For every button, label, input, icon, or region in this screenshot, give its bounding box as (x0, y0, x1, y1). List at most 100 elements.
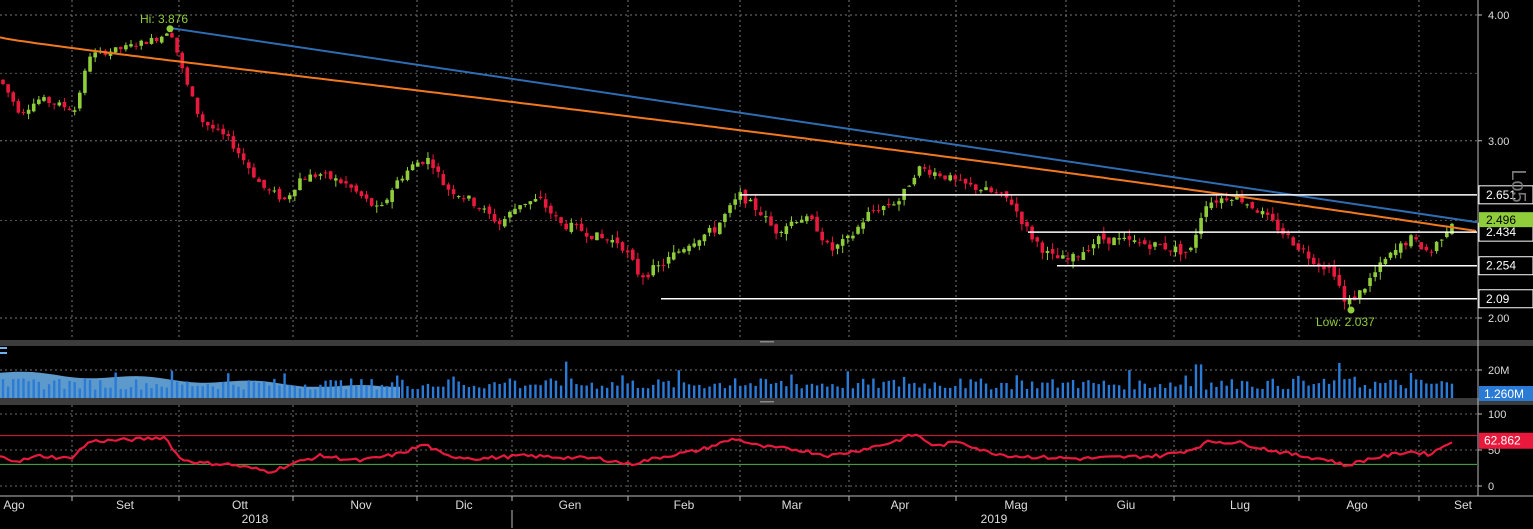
volume-bar (616, 385, 619, 398)
volume-bar (278, 385, 281, 398)
candle-body (881, 206, 886, 211)
candle-body (1301, 248, 1306, 250)
candle-body (702, 234, 707, 242)
candle-body (1189, 247, 1193, 251)
rsi-line (0, 433, 1453, 474)
volume-bar (32, 379, 35, 398)
candle-body (820, 231, 824, 241)
candle-body (175, 37, 179, 53)
volume-bar (503, 382, 506, 398)
volume-bar (145, 383, 148, 398)
volume-bar (1174, 386, 1177, 398)
candle-body (334, 178, 338, 181)
candle-body (948, 175, 952, 181)
volume-bar (682, 382, 686, 398)
candle-body (21, 111, 26, 113)
volume-bar (1051, 379, 1054, 398)
panel-divider-price[interactable] (0, 340, 1533, 346)
volume-bar (109, 387, 112, 398)
candle-body (170, 33, 174, 38)
candle-body (395, 180, 400, 189)
volume-bar (913, 382, 916, 398)
candle-body (221, 128, 225, 135)
volume-bar (309, 389, 312, 398)
volume-bar (355, 385, 358, 398)
volume-bar (662, 381, 665, 398)
candle-body (293, 189, 297, 197)
candle-body (1414, 237, 1418, 240)
candle-body (846, 235, 850, 239)
support-level-tag (1478, 185, 1533, 205)
volume-bar (53, 380, 56, 398)
volume-bar (1133, 389, 1136, 398)
candle-body (467, 195, 471, 199)
volume-bar (1158, 384, 1162, 398)
volume-legend-mark (0, 352, 7, 354)
candle-body (984, 187, 988, 191)
candle-body (477, 208, 481, 210)
price-panel (0, 25, 1478, 314)
volume-bar (652, 384, 655, 398)
volume-bar (1169, 382, 1172, 398)
candle-body (487, 206, 492, 214)
volume-bar (821, 383, 824, 398)
volume-bar (1005, 383, 1008, 398)
candle-body (1445, 231, 1449, 238)
volume-bar (687, 384, 691, 398)
volume-bar (457, 381, 460, 398)
volume-bar (805, 384, 809, 398)
candle-body (1434, 241, 1439, 252)
volume-bar (88, 380, 92, 398)
volume-tick-label: 20M (1488, 365, 1509, 377)
candle-body (979, 190, 983, 192)
candle-body (1388, 252, 1393, 258)
volume-current-tag (1479, 386, 1533, 401)
volume-bar (411, 388, 414, 398)
labels: Hi: 3.876 Low: 2.037 Lo5 2018 2019 (140, 12, 1529, 526)
volume-bar (539, 385, 542, 398)
volume-bar (841, 387, 844, 398)
volume-bar (1041, 382, 1044, 398)
volume-bar (1394, 379, 1397, 398)
volume-bar (1036, 388, 1039, 398)
rsi-current-label: 62.862 (1484, 434, 1521, 448)
candle-body (528, 201, 533, 205)
volume-bar (636, 388, 640, 398)
volume-bar (442, 386, 445, 398)
candle-body (241, 153, 246, 161)
volume-bar (872, 378, 875, 398)
volume-bar (268, 385, 271, 398)
candle-body (554, 215, 558, 217)
candle-body (252, 167, 256, 178)
volume-bar (892, 379, 896, 398)
volume-bar (943, 387, 947, 398)
candle-body (892, 204, 896, 206)
volume-bar (698, 384, 701, 398)
candle-body (6, 84, 10, 93)
volume-bar (1194, 364, 1198, 398)
volume-bar (1292, 378, 1295, 398)
volume-bar (605, 387, 609, 398)
candle-body (1086, 249, 1091, 252)
candle-body (344, 181, 348, 184)
volume-bar (83, 378, 87, 398)
candle-body (630, 249, 635, 260)
candle-body (159, 36, 164, 43)
divider-handle-2[interactable] (760, 401, 774, 403)
x-tick-label: Set (1454, 498, 1473, 512)
volume-bar (1281, 389, 1285, 398)
volume-bar (836, 386, 839, 398)
volume-bar (703, 388, 706, 398)
candle-body (1, 79, 5, 85)
candle-body (1122, 237, 1127, 239)
candle-body (185, 67, 190, 85)
volume-bar (360, 379, 363, 398)
candle-body (1240, 195, 1244, 203)
candle-body (426, 157, 430, 165)
candle-body (543, 199, 548, 208)
divider-handle-1[interactable] (760, 341, 774, 343)
volume-bar (693, 385, 696, 398)
candle-body (1199, 218, 1203, 235)
candle-body (431, 159, 435, 169)
candle-body (211, 124, 215, 129)
